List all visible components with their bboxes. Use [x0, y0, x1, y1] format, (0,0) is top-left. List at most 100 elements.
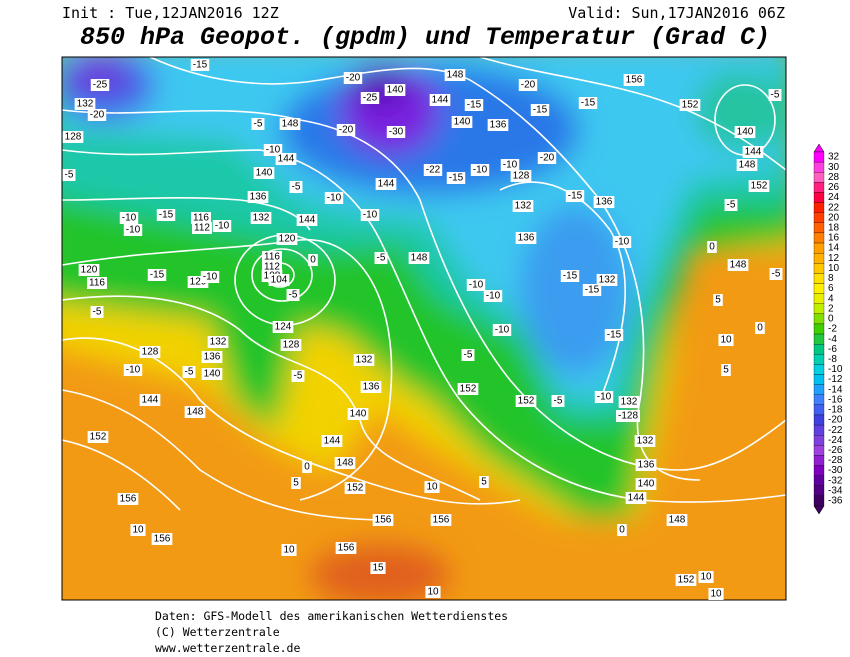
label-box — [727, 259, 749, 271]
contour-label: 10 — [283, 545, 295, 556]
label-box — [182, 366, 196, 378]
colorbar-swatch — [813, 455, 825, 466]
colorbar-swatch — [813, 182, 825, 193]
label-box — [291, 370, 305, 382]
label-box — [666, 514, 688, 526]
contour-label: 152 — [751, 181, 768, 192]
contour-label: 140 — [387, 85, 404, 96]
contour-label: -10 — [203, 272, 218, 283]
contour-label: -25 — [363, 93, 378, 104]
contour-label: 132 — [253, 213, 270, 224]
contour-label: 152 — [460, 384, 477, 395]
colorbar-label: -10 — [828, 364, 843, 375]
label-box — [430, 514, 452, 526]
contour-label: 144 — [745, 147, 762, 158]
contour-label: -5 — [554, 396, 563, 407]
label-box — [769, 268, 783, 280]
label-box — [343, 72, 363, 84]
init-time: Init : Tue,12JAN2016 12Z — [62, 4, 279, 22]
contour-label: 128 — [283, 340, 300, 351]
label-box — [604, 329, 624, 341]
label-box — [130, 524, 146, 536]
contour-label: 152 — [518, 396, 535, 407]
label-box — [515, 232, 537, 244]
label-box — [184, 406, 206, 418]
colorbar-label: -12 — [828, 374, 843, 385]
contour-label: -10 — [615, 237, 630, 248]
contour-label: 5 — [723, 365, 729, 376]
contour-label: -20 — [339, 125, 354, 136]
label-box — [87, 431, 109, 443]
contour-label: 132 — [621, 397, 638, 408]
label-box — [596, 274, 618, 286]
map-frame — [61, 56, 787, 601]
contour-label: -5 — [254, 119, 263, 130]
colorbar-swatch — [813, 344, 825, 355]
label-box — [510, 170, 532, 182]
colorbar-swatch — [813, 212, 825, 223]
contour-label: 152 — [678, 575, 695, 586]
colorbar-label: 12 — [828, 253, 840, 264]
contour-label: -10 — [122, 213, 137, 224]
contour-label: -5 — [772, 269, 781, 280]
label-box — [250, 212, 272, 224]
contour-label: 140 — [256, 168, 273, 179]
contour-label: -10 — [126, 225, 141, 236]
label-box — [408, 252, 430, 264]
label-box — [200, 271, 220, 283]
contour-label: 132 — [356, 355, 373, 366]
label-box — [635, 459, 657, 471]
contour-label: 156 — [433, 515, 450, 526]
contour-label: -10 — [469, 280, 484, 291]
colorbar-label: -30 — [828, 465, 843, 476]
contour-label: 140 — [204, 369, 221, 380]
label-box — [190, 59, 210, 71]
contour-label: 104 — [271, 275, 288, 286]
colorbar-swatch — [813, 333, 825, 345]
label-box — [212, 220, 232, 232]
contour-label: 136 — [363, 382, 380, 393]
contour-label: 148 — [447, 70, 464, 81]
label-box — [500, 159, 520, 171]
contour-label: 0 — [757, 323, 763, 334]
colorbar-swatch — [813, 172, 825, 183]
label-box — [123, 364, 143, 376]
contour-label: 156 — [120, 494, 137, 505]
contour-label: 124 — [275, 322, 292, 333]
label-box — [207, 336, 229, 348]
colorbar: 32302826242220181614121086420-2-4-6-8-10… — [813, 143, 843, 515]
colorbar-label: -2 — [828, 324, 837, 335]
label-box — [334, 457, 356, 469]
colorbar-bottom-arrow — [813, 505, 825, 515]
contour-label: 152 — [682, 100, 699, 111]
contour-label: -30 — [389, 127, 404, 138]
label-box — [281, 544, 297, 556]
label-box — [117, 493, 139, 505]
colorbar-label: -34 — [828, 485, 843, 496]
contour-label: -15 — [581, 98, 596, 109]
label-box — [360, 92, 380, 104]
contour-label: 10 — [427, 587, 439, 598]
contour-label: -5 — [771, 90, 780, 101]
label-box — [279, 118, 301, 130]
contour-label: -10 — [486, 291, 501, 302]
contour-label: 116 — [89, 278, 105, 289]
contour-label: -22 — [426, 165, 441, 176]
footer-copyright: (C) Wetterzentrale — [155, 625, 280, 639]
label-box — [375, 178, 397, 190]
colorbar-label: 30 — [828, 162, 840, 173]
colorbar-label: 16 — [828, 233, 840, 244]
contour-label: 120 — [279, 234, 296, 245]
colorbar-swatch — [813, 394, 825, 406]
colorbar-label: -20 — [828, 415, 843, 426]
contour-label: 148 — [187, 407, 204, 418]
label-box — [464, 99, 484, 111]
colorbar-label: -32 — [828, 475, 843, 486]
contour-label: 132 — [599, 275, 616, 286]
contour-label: 0 — [304, 462, 310, 473]
contour-label: 5 — [481, 477, 487, 488]
colorbar-label: -16 — [828, 394, 843, 405]
label-box — [253, 167, 275, 179]
contour-label: -15 — [533, 105, 548, 116]
contour-label: 148 — [411, 253, 428, 264]
